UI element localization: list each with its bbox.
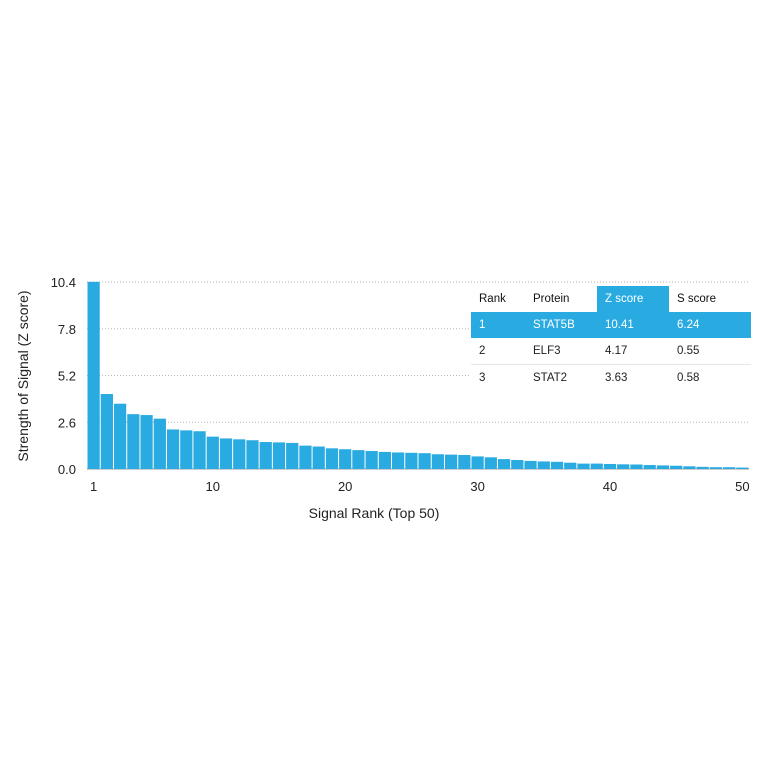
bar: [484, 457, 497, 469]
y-tick-label: 0.0: [58, 462, 76, 477]
cell-s-score: 0.55: [669, 338, 751, 365]
bar: [233, 439, 246, 469]
y-tick-label: 2.6: [58, 415, 76, 430]
bar: [246, 440, 259, 469]
cell-rank: 2: [471, 338, 525, 365]
bar: [683, 466, 696, 469]
y-tick-label: 5.2: [58, 369, 76, 384]
bar: [643, 465, 656, 469]
x-tick-label: 50: [735, 479, 749, 494]
bar: [537, 461, 550, 469]
table-row: 1 STAT5B 10.41 6.24: [471, 312, 751, 338]
bar: [431, 454, 444, 469]
bar: [259, 442, 272, 469]
y-axis-title: Strength of Signal (Z score): [15, 290, 31, 461]
bar: [206, 436, 219, 469]
bar: [709, 467, 723, 469]
cell-s-score: 0.58: [669, 364, 751, 391]
bar: [564, 462, 577, 469]
x-tick-label: 10: [206, 479, 220, 494]
y-tick-label: 10.4: [51, 275, 76, 290]
bar: [696, 466, 709, 469]
y-tick-label: 7.8: [58, 322, 76, 337]
top-proteins-table: Rank Protein Z score S score 1 STAT5B 10…: [471, 286, 751, 391]
bar: [180, 430, 193, 469]
header-s-score: S score: [669, 286, 751, 312]
cell-protein: STAT5B: [525, 312, 597, 338]
bar: [590, 463, 603, 469]
bar: [100, 394, 113, 469]
bar: [352, 450, 365, 469]
bar: [299, 445, 312, 469]
header-rank: Rank: [471, 286, 525, 312]
bar: [550, 461, 564, 469]
bar: [603, 463, 617, 469]
bar: [365, 451, 378, 469]
bar: [511, 460, 524, 469]
x-tick-labels: 1 10 20 30 40 50: [90, 479, 750, 494]
bar: [113, 403, 127, 469]
bar: [471, 456, 484, 469]
cell-z-score: 4.17: [597, 338, 669, 365]
bar: [524, 460, 537, 469]
cell-rank: 1: [471, 312, 525, 338]
bar: [219, 438, 233, 469]
x-tick-label: 40: [603, 479, 617, 494]
table-header-row: Rank Protein Z score S score: [471, 286, 751, 312]
bar: [736, 467, 749, 469]
bar: [458, 454, 471, 469]
table-row: 2 ELF3 4.17 0.55: [471, 338, 751, 365]
bar: [140, 415, 153, 469]
bar: [723, 467, 736, 469]
bar: [272, 442, 286, 469]
cell-z-score: 10.41: [597, 312, 669, 338]
table-row: 3 STAT2 3.63 0.58: [471, 364, 751, 391]
bar: [670, 465, 683, 469]
bar: [153, 418, 166, 469]
cell-rank: 3: [471, 364, 525, 391]
bar: [286, 442, 299, 469]
bars: [87, 281, 749, 469]
bar: [577, 463, 590, 469]
bar: [127, 414, 140, 469]
cell-protein: ELF3: [525, 338, 597, 365]
x-axis-title: Signal Rank (Top 50): [309, 505, 440, 521]
x-tick-label: 1: [90, 479, 97, 494]
x-tick-label: 20: [338, 479, 352, 494]
x-tick-label: 30: [470, 479, 484, 494]
bar: [617, 464, 630, 469]
cell-s-score: 6.24: [669, 312, 751, 338]
cell-z-score: 3.63: [597, 364, 669, 391]
bar: [392, 452, 405, 469]
y-tick-labels: 0.0 2.6 5.2 7.8 10.4: [51, 275, 76, 477]
bar: [87, 281, 100, 469]
cell-protein: STAT2: [525, 364, 597, 391]
bar: [325, 448, 339, 469]
bar: [193, 431, 206, 469]
bar: [444, 454, 458, 469]
bar: [405, 452, 418, 469]
bar: [312, 446, 325, 469]
header-protein: Protein: [525, 286, 597, 312]
bar: [418, 453, 431, 469]
bar: [497, 459, 511, 469]
bar: [656, 465, 670, 469]
bar: [339, 449, 352, 469]
bar: [166, 429, 180, 469]
bar: [630, 464, 643, 469]
header-z-score: Z score: [597, 286, 669, 312]
bar: [378, 451, 392, 469]
